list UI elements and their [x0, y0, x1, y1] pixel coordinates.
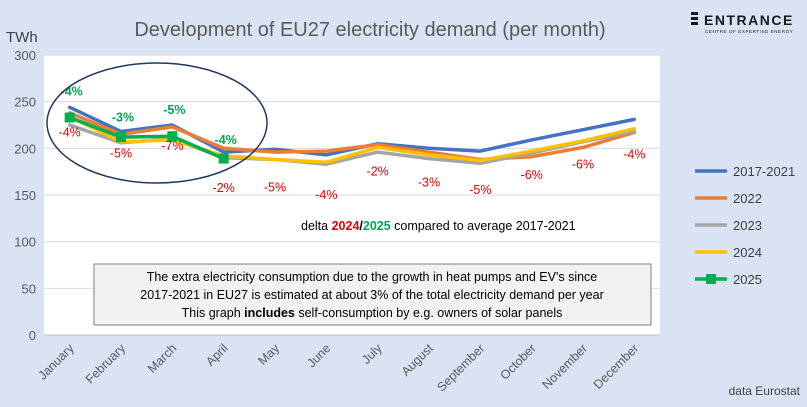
series-marker-2025 — [167, 131, 178, 142]
delta-2024-label: -7% — [161, 139, 183, 153]
logo-text: ENTRANCE — [704, 12, 794, 28]
logo: ENTRANCE CENTRE OF EXPERTISE ENERGY — [691, 12, 794, 34]
y-tick-label: 0 — [29, 328, 36, 343]
y-tick-label: 300 — [14, 48, 36, 63]
y-tick-label: 150 — [14, 188, 36, 203]
legend-marker-2025 — [706, 274, 716, 284]
delta-2024-label: -5% — [469, 183, 491, 197]
logo-subtext: CENTRE OF EXPERTISE ENERGY — [705, 29, 793, 34]
legend-label-2022: 2022 — [733, 191, 762, 206]
delta-2024-label: -6% — [572, 158, 594, 172]
highlight-ellipse — [46, 62, 268, 184]
legend-label-2023: 2023 — [733, 218, 762, 233]
info-line-1: The extra electricity consumption due to… — [147, 270, 598, 284]
delta-2024-label: -5% — [264, 180, 286, 194]
series-marker-2025 — [116, 132, 126, 143]
y-tick-label: 50 — [22, 281, 36, 296]
delta-note: delta 2024/2025 compared to average 2017… — [301, 219, 576, 233]
delta-2024-label: -4% — [59, 125, 81, 139]
y-axis-label: TWh — [6, 29, 38, 46]
source-note: data Eurostat — [729, 384, 801, 398]
delta-2025-label: -3% — [112, 111, 134, 125]
delta-2024-label: -3% — [418, 175, 440, 189]
delta-2024-label: -6% — [521, 168, 543, 182]
legend-label-2025: 2025 — [733, 272, 762, 287]
delta-2024-label: -2% — [367, 165, 389, 179]
y-tick-label: 200 — [14, 141, 36, 156]
info-line-2: 2017-2021 in EU27 is estimated at about … — [140, 288, 603, 302]
chart-title: Development of EU27 electricity demand (… — [134, 19, 605, 41]
delta-2024-label: -4% — [315, 188, 337, 202]
delta-2024-label: -5% — [110, 147, 132, 161]
legend-label-2017-2021: 2017-2021 — [733, 164, 795, 179]
delta-2025-label: -4% — [61, 84, 83, 98]
delta-2024-label: -4% — [623, 147, 645, 161]
series-marker-2025 — [64, 112, 75, 123]
legend: 2017-2021 2022 2023 2024 2025 — [695, 164, 795, 287]
series-group — [64, 105, 637, 166]
series-marker-2025 — [218, 153, 229, 164]
series-line-2025 — [67, 115, 226, 161]
delta-2025-label: -4% — [215, 133, 237, 147]
delta-2025-label: -5% — [163, 103, 185, 117]
data-labels: -4% -5% -7% -2% -5% -4% -2% -3% -5% -6% -6% -4% -4% -… — [59, 84, 646, 202]
y-tick-label: 250 — [14, 95, 36, 110]
y-tick-label: 100 — [14, 235, 36, 250]
delta-2024-label: -2% — [213, 181, 235, 195]
logo-mark — [691, 12, 698, 25]
series-line-2024 — [67, 114, 637, 165]
series-line-2022 — [67, 111, 637, 162]
info-box-frame — [93, 263, 652, 326]
info-box: The extra electricity consumption due to… — [93, 263, 652, 326]
legend-label-2024: 2024 — [733, 245, 762, 260]
info-line-3: This graph includes self-consumption by … — [182, 306, 563, 320]
